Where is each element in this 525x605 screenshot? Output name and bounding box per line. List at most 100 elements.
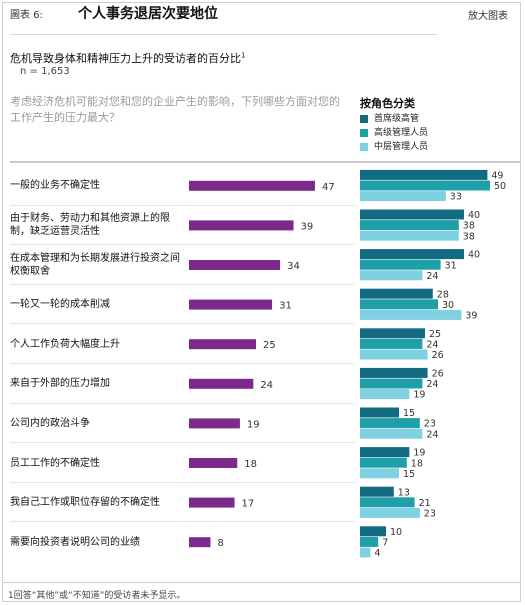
overall-bar [189,299,273,310]
category-label: 员工工作的不确定性 [10,457,100,469]
overall-value-label: 19 [247,419,260,430]
category-label: 公司内的政治斗争 [10,417,90,429]
role-bar [360,367,428,378]
role-value-label: 23 [424,419,436,430]
role-bar [360,209,464,220]
role-value-label: 18 [411,458,423,469]
role-bar [360,507,420,518]
role-value-label: 10 [390,527,402,538]
role-value-label: 49 [491,171,503,182]
role-value-label: 21 [419,498,431,509]
row-separator [10,481,355,483]
header-divider [10,34,437,35]
role-value-label: 19 [413,448,425,459]
role-bar [360,288,433,299]
overall-value-label: 39 [301,221,314,232]
enlarge-chart-link[interactable]: 放大图表 [468,11,508,22]
footer-divider [2,582,521,583]
row-separator [10,402,355,404]
legend-item: 中层管理人员 [360,142,428,152]
overall-bar [189,339,256,350]
role-value-label: 15 [403,469,415,480]
role-value-label: 24 [426,379,438,390]
legend-label: 首席级高管 [374,114,420,124]
role-bar [360,249,464,260]
role-value-label: 40 [468,210,480,221]
category-label: 我自己工作或职位存留的不确定性 [10,497,160,509]
overall-value-label: 17 [242,499,255,510]
role-bar [360,547,371,558]
legend-label: 中层管理人员 [374,142,429,152]
subtitle-text: 危机导致身体和精神压力上升的受访者的百分比 [10,52,241,65]
overall-value-label: 25 [263,340,276,351]
survey-question: 考虑经济危机可能对您和您的企业产生的影响，下列哪些方面对您的工作产生的压力最大？ [10,95,340,124]
role-bar [360,328,425,339]
footnote: 1回答“其他”或“不知道”的受访者未予显示。 [8,591,186,601]
exhibit-label: 圖表 6: [10,10,43,21]
role-value-label: 7 [382,538,388,549]
role-bar [360,418,420,429]
role-value-label: 38 [463,221,475,232]
row-separator [10,204,355,206]
legend-item: 高级管理人员 [360,128,428,138]
category-label: 由于财务、劳动力和其他资源上的限制，缺乏运营灵活性 [10,213,170,238]
legend-title: 按角色分类 [360,97,415,110]
role-bar [360,536,379,547]
role-value-label: 19 [413,390,425,401]
role-bar [360,349,428,360]
role-bar [360,169,488,180]
role-bar [360,180,490,191]
role-value-label: 23 [424,509,436,520]
category-label: 一般的业务不确定性 [10,180,100,192]
footnote-marker: 1 [241,51,246,60]
role-value-label: 33 [450,192,462,203]
role-bar [360,191,446,202]
category-label: 个人工作负荷大幅度上升 [10,338,120,350]
role-bar [360,220,459,231]
overall-bar [189,537,211,548]
overall-bar [189,458,238,468]
role-value-label: 4 [374,548,380,559]
role-bar [360,299,438,310]
chart-top-rule [10,161,520,163]
legend-label: 高级管理人员 [374,128,429,138]
row-separator [10,521,355,523]
role-bar [360,526,386,537]
role-value-label: 24 [426,271,438,282]
row-separator [10,323,355,325]
role-value-label: 31 [445,260,457,271]
sample-size: n = 1,653 [20,66,70,77]
role-bar [360,309,462,320]
role-value-label: 13 [398,487,410,498]
role-value-label: 38 [463,231,475,242]
role-value-label: 50 [494,181,506,192]
overall-bar [189,378,254,389]
category-label: 来自于外部的压力增加 [10,378,110,390]
role-value-label: 26 [432,350,444,361]
overall-value-label: 34 [287,261,300,272]
overall-value-label: 8 [217,538,223,549]
overall-value-label: 47 [322,182,335,193]
overall-bar [189,260,281,270]
legend-swatch [360,142,368,151]
role-value-label: 26 [432,369,444,380]
chart-subtitle: 危机导致身体和精神压力上升的受访者的百分比1 [10,50,245,66]
role-value-label: 39 [465,311,477,322]
row-separator [10,363,355,364]
legend-item: 首席级高管 [360,114,419,124]
overall-bar [189,418,240,429]
role-value-label: 40 [468,250,480,261]
role-bar [360,259,441,270]
overall-bar [189,497,235,508]
role-value-label: 28 [437,289,449,300]
role-bar [360,428,423,439]
category-label: 一轮又一轮的成本削减 [10,299,110,311]
role-value-label: 24 [426,340,438,351]
legend-swatch [360,114,368,123]
row-separator [10,442,355,444]
role-value-label: 25 [429,329,441,340]
overall-bar [189,220,294,231]
role-bar [360,497,415,508]
